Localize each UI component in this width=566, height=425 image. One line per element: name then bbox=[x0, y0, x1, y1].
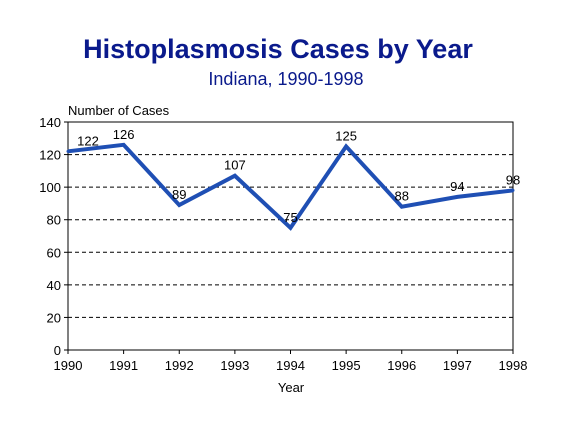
data-label: 98 bbox=[506, 172, 520, 187]
data-label: 122 bbox=[77, 133, 99, 148]
y-tick-label: 140 bbox=[39, 115, 61, 130]
y-tick-label: 20 bbox=[47, 310, 61, 325]
y-tick-label: 100 bbox=[39, 180, 61, 195]
x-tick-label: 1994 bbox=[276, 358, 305, 373]
y-axis-label: Number of Cases bbox=[68, 103, 170, 118]
y-tick-label: 120 bbox=[39, 148, 61, 163]
data-point bbox=[122, 143, 126, 147]
data-label: 88 bbox=[395, 189, 409, 204]
data-point bbox=[66, 149, 70, 153]
data-point bbox=[400, 205, 404, 209]
x-axis-label: Year bbox=[278, 380, 305, 395]
data-label: 125 bbox=[335, 128, 357, 143]
y-tick-labels: 0 20 40 60 80 100 120 140 bbox=[39, 115, 68, 358]
data-label: 75 bbox=[283, 210, 297, 225]
x-tick-label: 1998 bbox=[499, 358, 528, 373]
data-point bbox=[344, 144, 348, 148]
data-labels: 122 126 89 107 75 125 88 94 98 bbox=[77, 127, 520, 225]
x-tick-label: 1995 bbox=[332, 358, 361, 373]
y-tick-label: 60 bbox=[47, 245, 61, 260]
data-point bbox=[233, 174, 237, 178]
data-point bbox=[455, 195, 459, 199]
data-label: 94 bbox=[450, 179, 464, 194]
chart-subtitle: Indiana, 1990-1998 bbox=[208, 69, 363, 89]
x-tick-label: 1996 bbox=[387, 358, 416, 373]
x-tick-label: 1991 bbox=[109, 358, 138, 373]
data-point bbox=[177, 203, 181, 207]
series-group bbox=[66, 142, 515, 231]
y-tick-label: 40 bbox=[47, 278, 61, 293]
data-point bbox=[511, 188, 515, 192]
y-tick-label: 80 bbox=[47, 213, 61, 228]
x-tick-label: 1992 bbox=[165, 358, 194, 373]
y-tick-label: 0 bbox=[54, 343, 61, 358]
x-tick-label: 1997 bbox=[443, 358, 472, 373]
x-tick-label: 1990 bbox=[54, 358, 83, 373]
data-label: 126 bbox=[113, 127, 135, 142]
gridlines bbox=[68, 154, 513, 318]
data-label: 89 bbox=[172, 187, 186, 202]
x-tick-label: 1993 bbox=[220, 358, 249, 373]
data-point bbox=[289, 226, 292, 230]
data-label: 107 bbox=[224, 158, 246, 173]
x-tick-labels: 1990 1991 1992 1993 1994 1995 1996 1997 1998 bbox=[54, 350, 528, 373]
chart-title: Histoplasmosis Cases by Year bbox=[83, 34, 473, 64]
